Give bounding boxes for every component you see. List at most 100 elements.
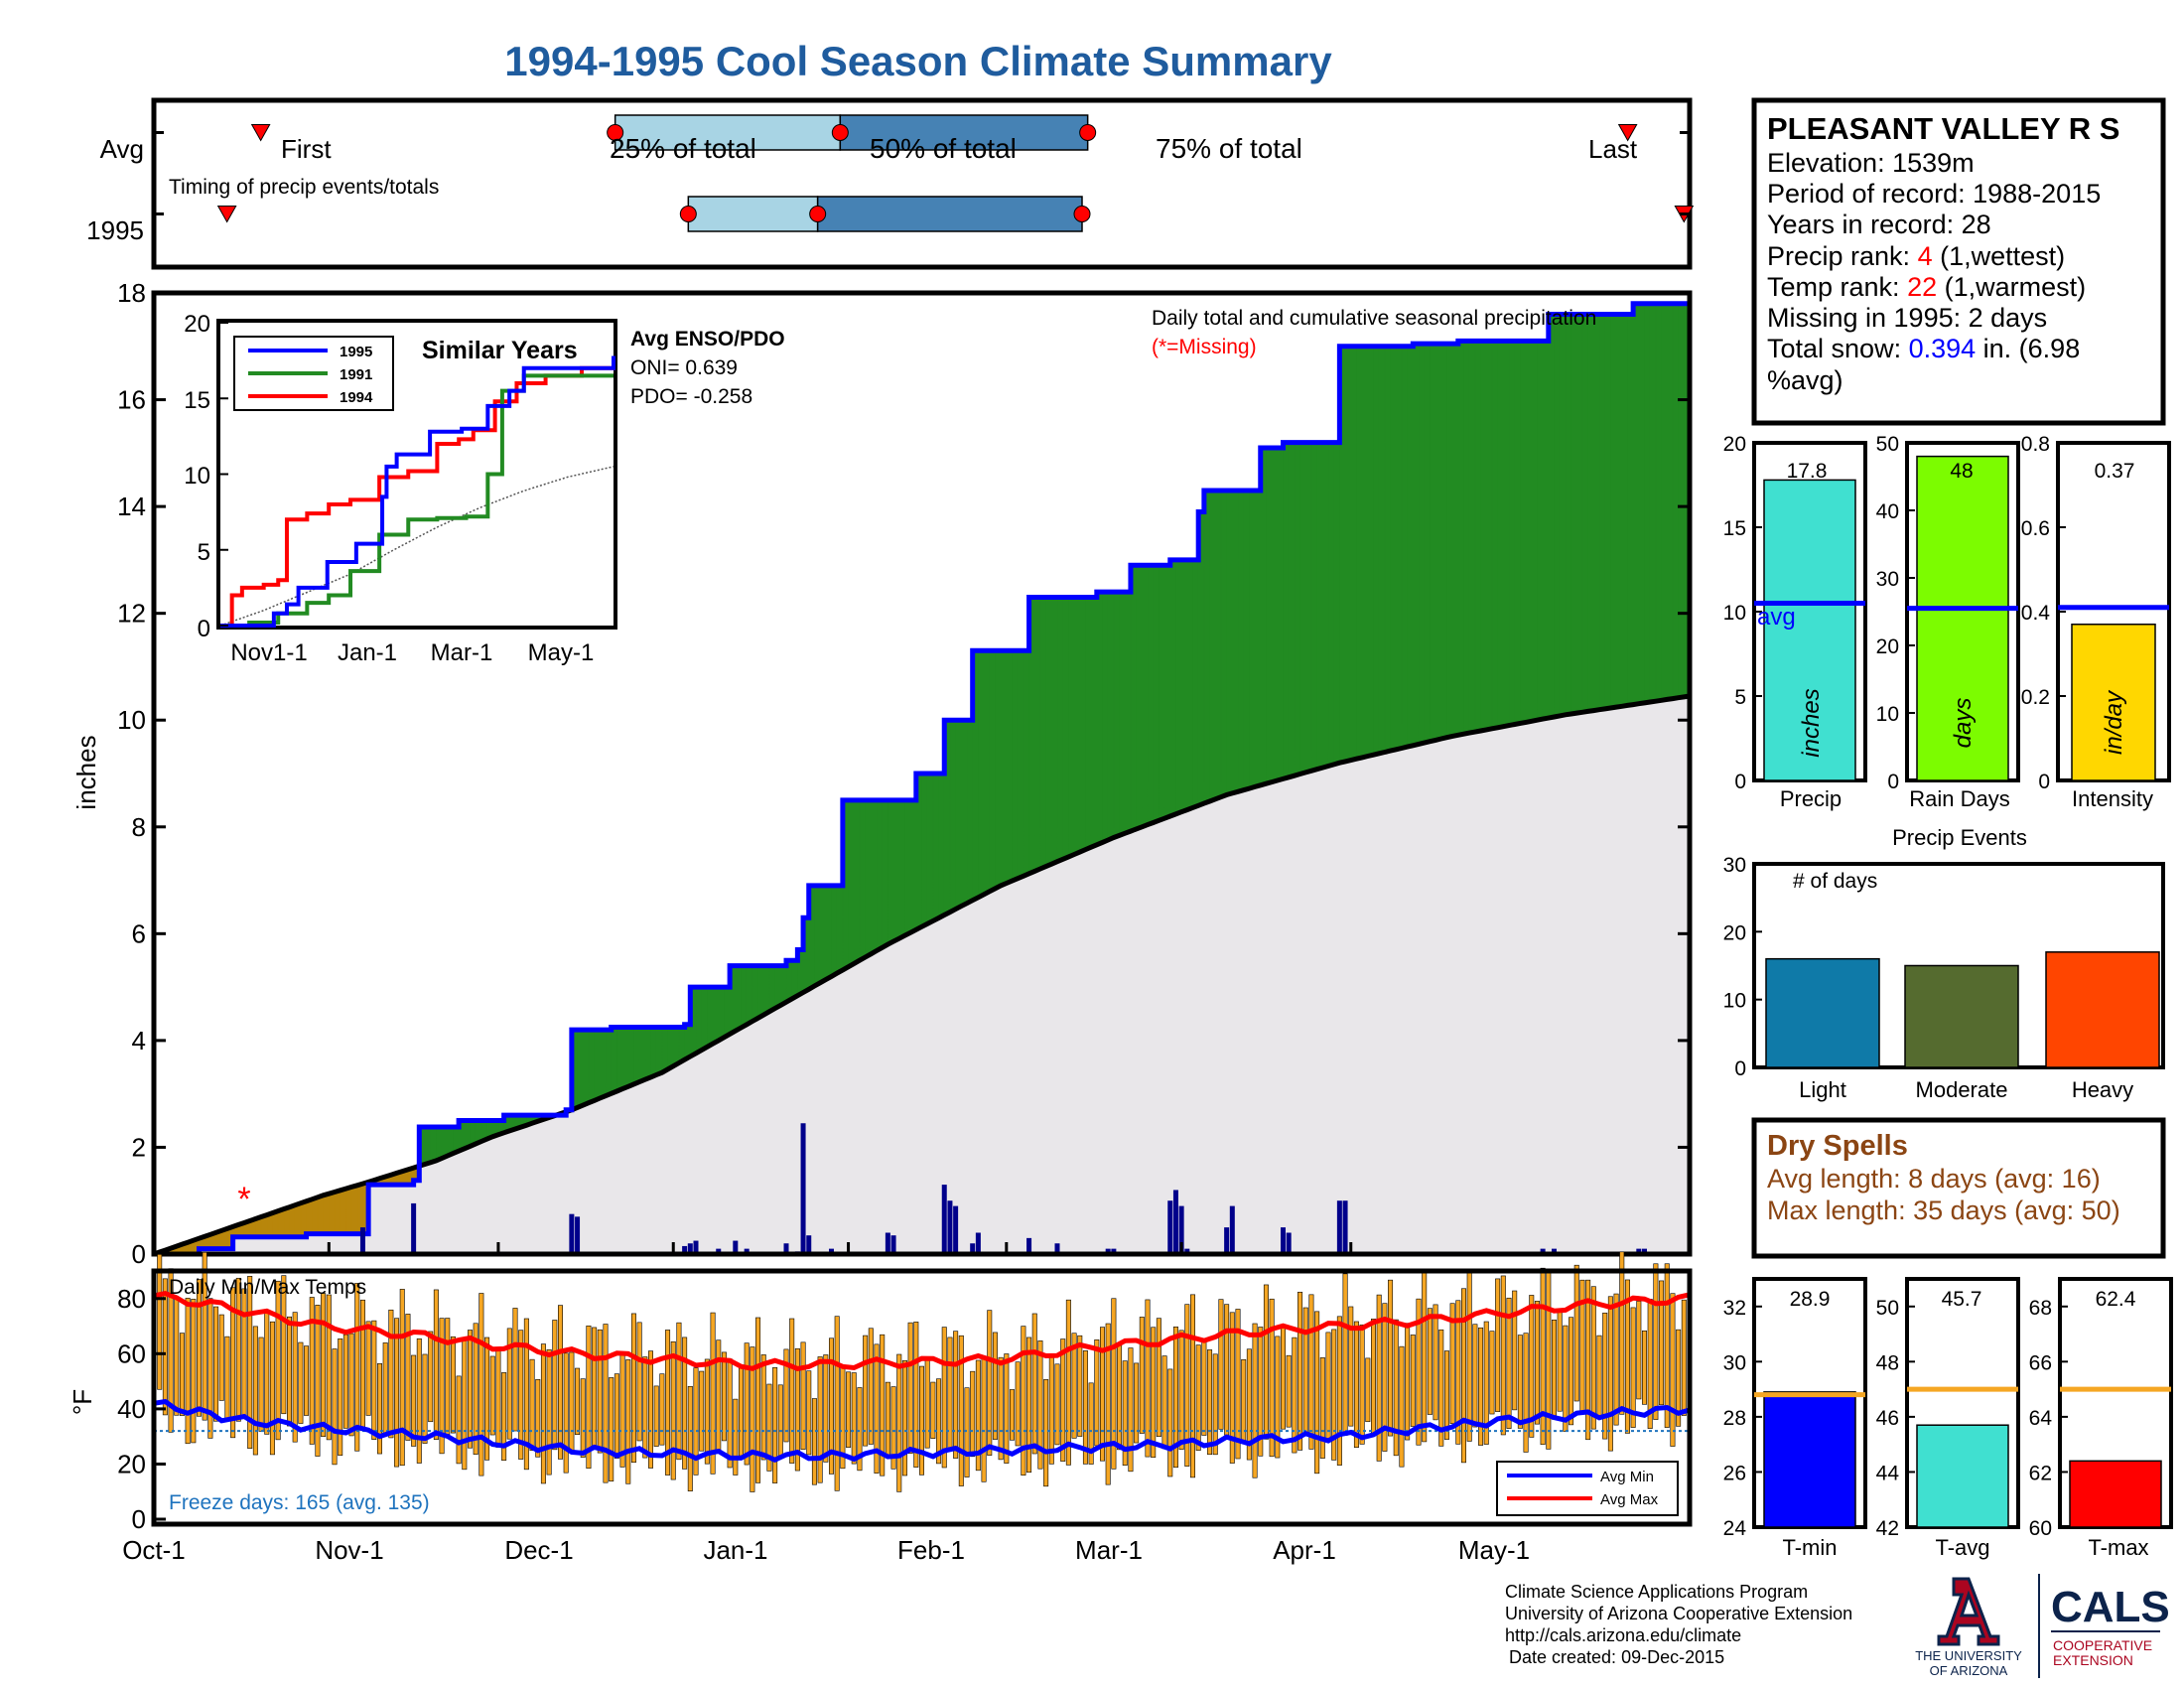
daily-temp-bar [1122,1360,1128,1466]
daily-temp-bar [1388,1279,1394,1437]
summary-unit-inday: in/day [2101,689,2127,755]
ua-a-logo-icon [1937,1577,2000,1646]
tsum-label-tmin: T-min [1783,1535,1838,1560]
ua-line-2: OF ARIZONA [1930,1663,2008,1678]
daily-temp-bar [794,1347,800,1472]
daily-temp-bar [1190,1294,1196,1478]
daily-temp-bar [309,1297,315,1445]
daily-temp-bar [388,1309,394,1439]
daily-temp-bar [1105,1323,1111,1485]
daily-temp-bar [1212,1353,1218,1456]
season-totals-panel: 0 5 10 15 20 0 10 20 30 40 50 0 0.2 0.4 0.6 0.8 [1723,433,2171,793]
daily-precip-bar [1111,1248,1117,1254]
freeze-label-bg [167,1485,633,1517]
university-of-arizona-logo: THE UNIVERSITY OF ARIZONA [1915,1577,2022,1678]
daily-temp-bar [1015,1361,1021,1447]
tmax-summary-ticklabel-60: 60 [2029,1517,2052,1540]
station-precip-rank: Precip rank: 4 (1,wettest) [1767,241,2065,271]
daily-temp-bar [901,1359,907,1477]
tmax-summary-ticklabel-68: 68 [2029,1297,2052,1320]
summary-unit-days: days [1950,698,1977,749]
daily-precip-bar [1642,1248,1647,1254]
temps-y-axis-label: °F [68,1389,97,1415]
intensity-summary-ticklabel-0.6: 0.6 [2021,517,2050,540]
temps-title: Daily Min/Max Temps [169,1276,366,1299]
daily-temp-bar [970,1370,976,1458]
timing-dot-p25-1995 [679,206,697,222]
daily-temp-bar [1664,1263,1670,1428]
daily-temp-bar [783,1348,789,1443]
daily-precip-bar [953,1205,959,1254]
daily-temp-bar [365,1321,371,1416]
daily-temp-bar [1393,1319,1399,1457]
daily-temp-bar [766,1383,772,1472]
inset-xtick-mar: Mar-1 [431,639,493,666]
station-info-box: PLEASANT VALLEY R S Elevation: 1539m Per… [1751,97,2166,426]
daily-temp-bar [495,1349,501,1448]
daily-temp-bar [924,1358,930,1449]
daily-temp-bar [1500,1275,1506,1436]
daily-temp-bar [885,1381,890,1458]
similar-years-inset: Similar Years 1995 1991 1994 0 5 10 15 2… [184,311,617,666]
daily-temp-bar [1552,1319,1558,1420]
daily-temp-bar [659,1373,665,1446]
daily-temp-bar [1636,1301,1642,1400]
daily-temp-bar [1523,1333,1529,1453]
daily-temp-bar [1534,1301,1540,1425]
daily-temp-bar [557,1305,563,1460]
daily-precip-bar [1167,1200,1173,1254]
daily-precip-bar [359,1227,365,1254]
daily-precip-bar [1172,1190,1178,1254]
daily-temp-bar [269,1321,275,1456]
daily-temp-bar [462,1339,468,1471]
daily-temp-bar [670,1340,676,1480]
daily-temp-bar [1376,1294,1382,1462]
footer-line-3: http://cals.arizona.edu/climate [1505,1625,1741,1645]
daily-temp-bar [846,1371,852,1448]
raindays-summary-ticklabel-30: 30 [1876,568,1899,591]
daily-temp-bar [1517,1335,1523,1429]
daily-temp-bar [1178,1330,1184,1451]
daily-temp-bar [603,1324,609,1483]
cals-sub-2: EXTENSION [2053,1652,2133,1668]
daily-temp-bar [298,1341,304,1424]
daily-temp-bar [642,1356,648,1459]
timing-label-p50: 50% of total [870,133,1017,164]
inset-title: Similar Years [422,337,578,364]
daily-temp-bar [647,1350,653,1469]
daily-precip-bar [885,1232,890,1254]
summary-value-precip: 17.8 [1787,460,1828,483]
temps-plot-frame [151,1268,1693,1527]
daily-temp-bar [1235,1309,1241,1460]
temps-chart: Daily Min/Max Temps °F 0 20 40 60 80 Freeze … [68,1251,1693,1534]
summary-label-intensity: Intensity [2072,786,2153,811]
daily-temp-bar [321,1293,327,1438]
season-temps-panel: 24 26 28 30 32 42 44 46 48 50 60 62 64 66 68 [1723,1277,2173,1540]
daily-temp-bar [1540,1267,1546,1446]
main-ytick-label-4: 4 [132,1026,146,1055]
x-axis-months: Oct-1 Nov-1 Dec-1 Jan-1 Feb-1 Mar-1 Apr-… [122,1535,1530,1565]
daily-temp-bar [213,1306,219,1422]
daily-temp-bar [535,1379,541,1458]
intensity-summary-bar [2071,624,2156,781]
daily-temp-bar [733,1398,739,1476]
events-ticklabel-20: 20 [1723,921,1746,944]
daily-temp-bar [157,1254,163,1390]
main-ytick-label-12: 12 [117,599,146,629]
daily-temp-bar [851,1372,857,1465]
daily-temp-bar [540,1343,546,1484]
xtick-apr: Apr-1 [1273,1535,1336,1565]
daily-precip-bar [970,1243,976,1254]
daily-temp-bar [1619,1251,1625,1415]
cals-logo: CALS COOPERATIVE EXTENSION [2051,1583,2170,1668]
daily-precip-bar [733,1240,739,1254]
events-label-heavy: Heavy [2072,1077,2133,1102]
station-temp-rank: Temp rank: 22 (1,warmest) [1767,272,2086,302]
tmin-summary-bar [1763,1391,1856,1528]
footer-credits: Climate Science Applications Program Uni… [1505,1582,1852,1667]
daily-temp-bar [630,1313,636,1464]
daily-temp-bar [665,1330,671,1476]
dry-spells-frame [1751,1117,2166,1259]
daily-precip-bar [1229,1205,1235,1254]
daily-temp-bar [1319,1357,1325,1459]
